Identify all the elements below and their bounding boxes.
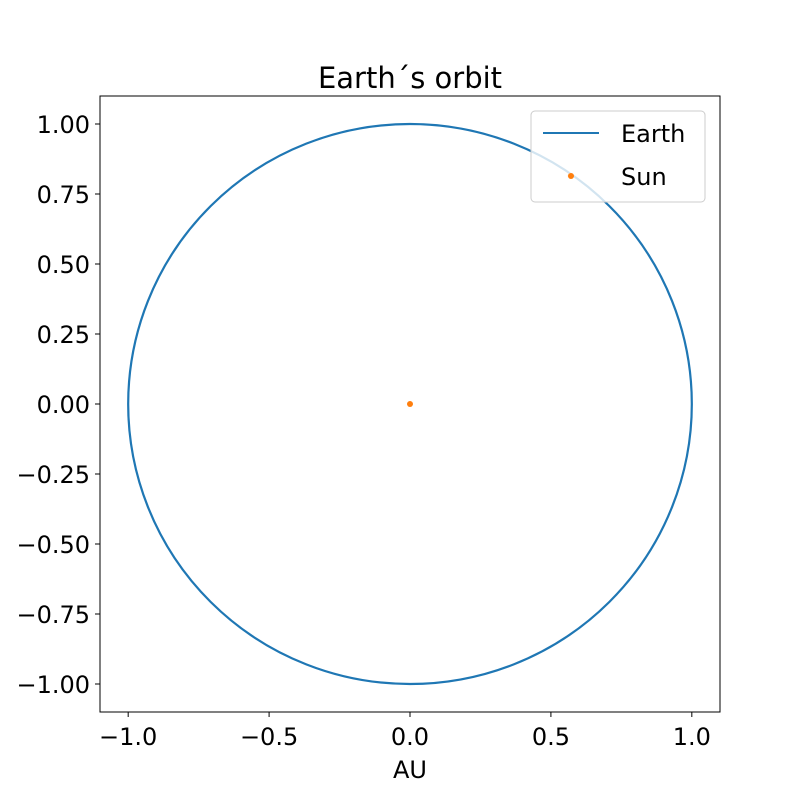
y-tick-label: −0.75 [16, 601, 90, 629]
legend-sun-swatch [568, 173, 574, 179]
legend-earth-label: Earth [621, 120, 685, 148]
x-axis-label: AU [393, 756, 427, 784]
x-tick-label: 0.5 [532, 723, 570, 751]
earth-orbit-line [127, 122, 693, 686]
y-tick-label: 0.00 [37, 391, 90, 419]
y-axis: 1.00 0.75 0.50 0.25 0.00 −0.25 −0.50 −0.75 −1.00 [16, 111, 100, 699]
legend-sun-label: Sun [621, 163, 667, 191]
legend: Earth Sun [530, 110, 706, 203]
chart-title: Earth´s orbit [318, 61, 502, 95]
y-tick-label: 0.50 [37, 251, 90, 279]
earth-series [127, 122, 693, 686]
y-tick-label: 0.25 [37, 321, 90, 349]
sun-point [407, 401, 413, 407]
x-tick-label: 0.0 [391, 723, 429, 751]
x-tick-label: −0.5 [240, 723, 298, 751]
x-tick-label: −1.0 [99, 723, 157, 751]
y-tick-label: 0.75 [37, 181, 90, 209]
x-tick-label: 1.0 [673, 723, 711, 751]
y-tick-label: −1.00 [16, 671, 90, 699]
x-axis: −1.0 −0.5 0.0 0.5 1.0 [99, 712, 711, 751]
y-tick-label: 1.00 [37, 111, 90, 139]
y-tick-label: −0.25 [16, 461, 90, 489]
y-tick-label: −0.50 [16, 531, 90, 559]
